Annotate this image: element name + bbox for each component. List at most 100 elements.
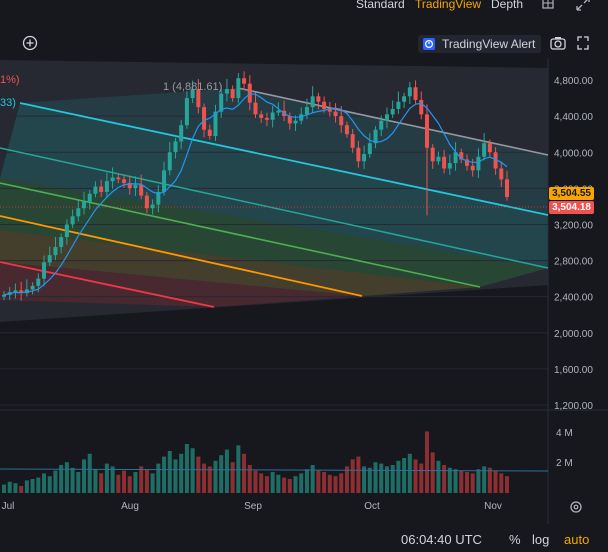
volume-bar <box>247 465 252 493</box>
auto-toggle[interactable]: auto <box>564 532 590 547</box>
volume-bar <box>299 473 304 493</box>
volume-bar <box>453 469 458 493</box>
volume-bar <box>242 453 247 493</box>
candle <box>373 129 378 144</box>
tab-depth[interactable]: Depth <box>491 0 524 11</box>
tab-standard[interactable]: Standard <box>356 0 405 11</box>
candle <box>162 170 167 192</box>
candle <box>470 165 475 171</box>
top-tabs-bar: Standard TradingView Depth <box>0 0 608 14</box>
candle <box>264 117 269 120</box>
candle <box>413 87 418 100</box>
volume-bar <box>396 460 401 493</box>
left-pct-label: 1%) <box>0 74 20 86</box>
candle <box>476 156 481 171</box>
volume-bar <box>264 476 269 493</box>
fullscreen-icon[interactable] <box>576 0 590 11</box>
grid-icon[interactable] <box>542 0 554 9</box>
volume-bar <box>59 465 64 493</box>
volume-ma-line <box>0 468 549 472</box>
volume-bar <box>505 476 509 493</box>
candle <box>384 114 389 121</box>
log-toggle[interactable]: log <box>532 532 550 547</box>
tradingview-alert-button[interactable]: TradingView Alert <box>418 35 542 53</box>
candle <box>402 96 407 102</box>
candle <box>173 141 178 153</box>
volume-bar <box>230 462 235 493</box>
volume-tick-label: 4 M <box>556 428 573 439</box>
volume-bar <box>93 469 98 493</box>
percent-toggle[interactable]: % <box>509 532 521 547</box>
candle <box>390 108 395 115</box>
candle <box>333 111 338 117</box>
volume-bar <box>413 459 418 493</box>
camera-icon[interactable] <box>550 36 566 50</box>
volume-bar <box>202 463 207 493</box>
volume-bar <box>104 463 109 493</box>
volume-bar <box>99 473 104 493</box>
candle <box>407 87 412 97</box>
candle <box>104 181 109 192</box>
candle <box>242 78 247 84</box>
expand-icon[interactable] <box>576 35 590 51</box>
candle <box>505 179 509 198</box>
volume-bar <box>322 472 327 493</box>
volume-bar <box>436 460 441 493</box>
volume-bar <box>213 460 218 493</box>
candle <box>224 89 229 94</box>
candle <box>362 154 367 162</box>
volume-bar <box>310 465 315 493</box>
volume-bar <box>304 469 309 493</box>
candle <box>367 143 372 155</box>
volume-bar <box>64 462 69 493</box>
candle <box>156 191 161 205</box>
candle <box>144 195 149 209</box>
x-tick-label: Aug <box>121 501 139 512</box>
channel-green-line <box>0 182 481 288</box>
volume-bar <box>144 469 149 493</box>
volume-bar <box>430 452 435 493</box>
volume-bar <box>384 466 389 493</box>
y-tick-label: 2,800.00 <box>554 257 593 268</box>
candle <box>253 102 258 115</box>
candle <box>196 89 201 108</box>
status-bar: 06:04:40 UTC % log auto <box>0 524 608 552</box>
volume-bar <box>179 453 184 493</box>
candle <box>310 96 315 108</box>
volume-bar <box>402 458 407 493</box>
volume-bar <box>207 466 212 493</box>
volume-bar <box>24 480 29 493</box>
candle <box>344 125 349 135</box>
utc-clock: 06:04:40 UTC <box>401 532 482 547</box>
candle <box>356 147 361 162</box>
volume-tick-label: 2 M <box>556 458 573 469</box>
volume-bar <box>333 476 338 493</box>
volume-bar <box>327 474 332 493</box>
candle <box>213 111 218 137</box>
volume-bar <box>150 473 155 493</box>
plus-circle-icon[interactable] <box>22 35 38 51</box>
candle <box>299 114 304 121</box>
volume-bar <box>487 467 492 493</box>
volume-bar <box>19 486 24 493</box>
volume-bar <box>270 472 275 493</box>
price-badge-b: 3,504.18 <box>549 201 594 214</box>
candle <box>396 101 401 109</box>
candle <box>379 120 384 130</box>
volume-bar <box>110 466 115 493</box>
volume-bar <box>253 470 258 493</box>
candle <box>127 182 132 189</box>
volume-bar <box>224 449 229 493</box>
candle <box>304 107 309 115</box>
channel-top-line <box>237 87 549 156</box>
candle <box>419 99 424 115</box>
moving-average-line <box>3 93 508 296</box>
candle <box>70 216 75 225</box>
candle <box>42 262 47 279</box>
settings-icon[interactable] <box>567 498 585 516</box>
candle <box>453 152 458 164</box>
volume-bar <box>36 477 41 493</box>
volume-bar <box>442 465 447 493</box>
tab-tradingview[interactable]: TradingView <box>415 0 482 11</box>
